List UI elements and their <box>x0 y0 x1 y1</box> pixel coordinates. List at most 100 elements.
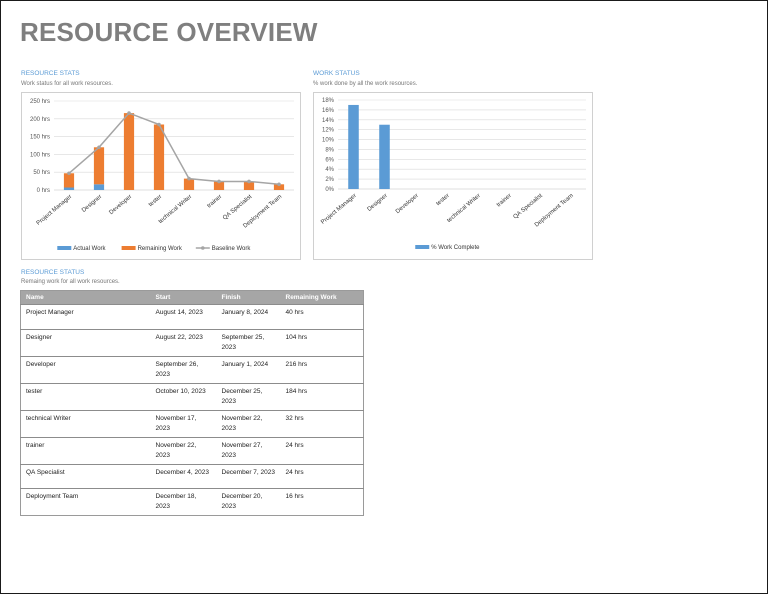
header-name: Name <box>20 290 151 305</box>
x-tick-label: trainer <box>496 193 513 209</box>
cell-finish: December 25, 2023 <box>216 382 281 410</box>
cell-finish: December 20, 2023 <box>216 488 281 516</box>
cell-name: trainer <box>20 436 151 464</box>
x-tick-label: tester <box>148 194 163 208</box>
legend-label-work-complete: % Work Complete <box>431 245 480 251</box>
point-baseline-work <box>127 111 131 115</box>
y-tick-label: 0% <box>325 187 334 193</box>
cell-start: September 26, 2023 <box>150 355 217 383</box>
cell-start: August 22, 2023 <box>150 328 217 356</box>
cell-start: November 22, 2023 <box>150 436 217 464</box>
bar-remaining-work <box>243 181 255 190</box>
point-baseline-work <box>217 179 221 184</box>
cell-remaining: 104 hrs <box>280 328 364 356</box>
cell-name: tester <box>20 382 151 410</box>
legend-swatch-remaining-work <box>121 246 136 250</box>
work-status-title: WORK STATUS <box>313 70 360 77</box>
work-status-subtitle: % work done by all the work resources. <box>313 81 418 87</box>
y-tick-label: 0 hrs <box>37 188 50 194</box>
cell-remaining: 32 hrs <box>280 409 364 437</box>
y-tick-label: 6% <box>325 157 334 163</box>
cell-finish: January 8, 2024 <box>216 304 281 329</box>
x-tick-label: Project Manager <box>320 193 358 226</box>
series-line-baseline-work <box>68 112 280 186</box>
x-tick-label: Developer <box>108 194 133 216</box>
table-row: QA Specialist December 4, 2023 December … <box>20 463 364 489</box>
cell-name: Developer <box>20 355 151 383</box>
x-tick-label: tester <box>435 193 450 207</box>
bar-actual-work <box>93 184 105 190</box>
x-tick-label: QA Specialist <box>222 194 253 222</box>
bar-remaining-work <box>153 124 165 190</box>
bar-actual-work <box>63 187 75 190</box>
y-tick-label: 200 hrs <box>30 117 50 123</box>
table-header-row: Name Start Finish Remaining Work <box>20 290 364 305</box>
table-row: trainer November 22, 2023 November 27, 2… <box>20 436 364 464</box>
cell-name: Project Manager <box>20 304 151 329</box>
cell-finish: September 25, 2023 <box>216 328 281 356</box>
cell-finish: January 1, 2024 <box>216 355 281 383</box>
cell-remaining: 24 hrs <box>280 463 364 489</box>
table-row: tester October 10, 2023 December 25, 202… <box>20 382 364 410</box>
y-tick-label: 2% <box>325 177 334 183</box>
legend-marker-baseline-work <box>201 246 205 250</box>
point-baseline-work <box>187 176 191 181</box>
bar-remaining-work <box>63 173 75 188</box>
cell-finish: November 27, 2023 <box>216 436 281 464</box>
table-row: Project Manager August 14, 2023 January … <box>20 304 364 329</box>
page-title: RESOURCE OVERVIEW <box>20 17 318 47</box>
header-finish: Finish <box>216 290 281 305</box>
table-row: Deployment Team December 18, 2023 Decemb… <box>20 488 364 516</box>
resource-stats-subtitle: Work status for all work resources. <box>21 81 113 87</box>
work-status-chart: 0% 2% 4% 6% 8% 10% 12% 14% 16% 18% Project Manager… <box>313 92 593 260</box>
cell-start: November 17, 2023 <box>150 409 217 437</box>
cell-start: October 10, 2023 <box>150 382 217 410</box>
work-status-chart-svg: 0% 2% 4% 6% 8% 10% 12% 14% 16% 18% Project Manager… <box>320 98 586 251</box>
resource-stats-chart-svg: 0 hrs 50 hrs 100 hrs 150 hrs 200 hrs 250 hrs P… <box>30 99 294 252</box>
y-tick-label: 50 hrs <box>33 170 50 176</box>
legend-label-actual-work: Actual Work <box>73 246 106 252</box>
y-tick-label: 14% <box>322 118 335 124</box>
x-tick-label: technical Writer <box>446 193 481 224</box>
y-tick-label: 18% <box>322 98 335 104</box>
table-row: Developer September 26, 2023 January 1, … <box>20 355 364 383</box>
cell-start: August 14, 2023 <box>150 304 217 329</box>
x-tick-label: Designer <box>81 194 103 214</box>
header-start: Start <box>150 290 217 305</box>
cell-name: QA Specialist <box>20 463 151 489</box>
bar-remaining-work <box>273 184 285 190</box>
point-baseline-work <box>97 145 101 150</box>
bar-remaining-work <box>123 113 135 190</box>
resource-status-subtitle: Remaing work for all work resources. <box>21 279 120 285</box>
y-tick-label: 4% <box>325 167 334 173</box>
y-tick-label: 10% <box>322 138 335 144</box>
legend-swatch-work-complete <box>415 245 430 249</box>
x-tick-label: Project Manager <box>36 194 74 227</box>
point-baseline-work <box>157 122 161 127</box>
cell-name: technical Writer <box>20 409 151 437</box>
x-tick-label: QA Specialist <box>513 193 544 221</box>
y-tick-label: 100 hrs <box>30 152 50 158</box>
bar-work-complete <box>379 124 390 189</box>
table-row: technical Writer November 17, 2023 Novem… <box>20 409 364 437</box>
legend-label-remaining-work: Remaining Work <box>138 246 183 252</box>
table-row: Designer August 22, 2023 September 25, 2… <box>20 328 364 356</box>
resource-status-title: RESOURCE STATUS <box>21 269 85 276</box>
cell-finish: December 7, 2023 <box>216 463 281 489</box>
y-tick-label: 150 hrs <box>30 135 50 141</box>
x-tick-label: Developer <box>395 193 420 215</box>
cell-name: Deployment Team <box>20 488 151 516</box>
header-remaining-work: Remaining Work <box>280 290 364 305</box>
bar-work-complete <box>348 104 359 189</box>
cell-remaining: 24 hrs <box>280 436 364 464</box>
point-baseline-work <box>277 182 281 187</box>
point-baseline-work <box>67 171 71 176</box>
legend-label-baseline-work: Baseline Work <box>212 246 252 252</box>
cell-start: December 18, 2023 <box>150 488 217 516</box>
point-baseline-work <box>247 179 251 184</box>
cell-remaining: 40 hrs <box>280 304 364 329</box>
y-tick-label: 8% <box>325 147 334 153</box>
y-tick-label: 12% <box>322 128 335 134</box>
legend-swatch-actual-work <box>57 246 72 250</box>
cell-start: December 4, 2023 <box>150 463 217 489</box>
